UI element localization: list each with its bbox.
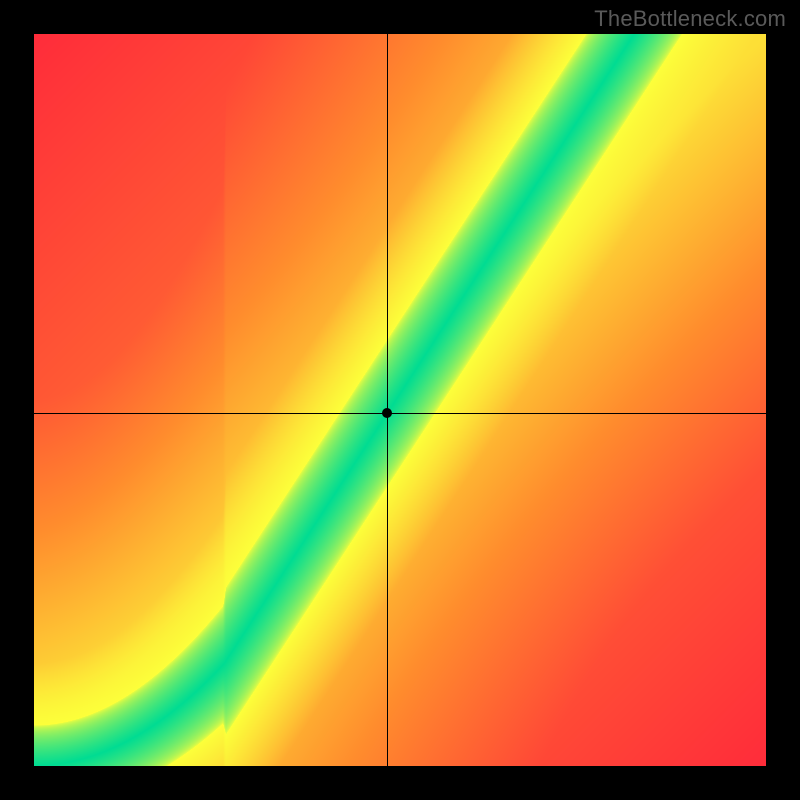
watermark-text: TheBottleneck.com	[594, 6, 786, 32]
crosshair-horizontal	[34, 413, 766, 414]
crosshair-dot	[382, 408, 392, 418]
heatmap-container: TheBottleneck.com	[0, 0, 800, 800]
crosshair-vertical	[387, 34, 388, 766]
heatmap-canvas	[34, 34, 766, 766]
heatmap-inner	[34, 34, 766, 766]
